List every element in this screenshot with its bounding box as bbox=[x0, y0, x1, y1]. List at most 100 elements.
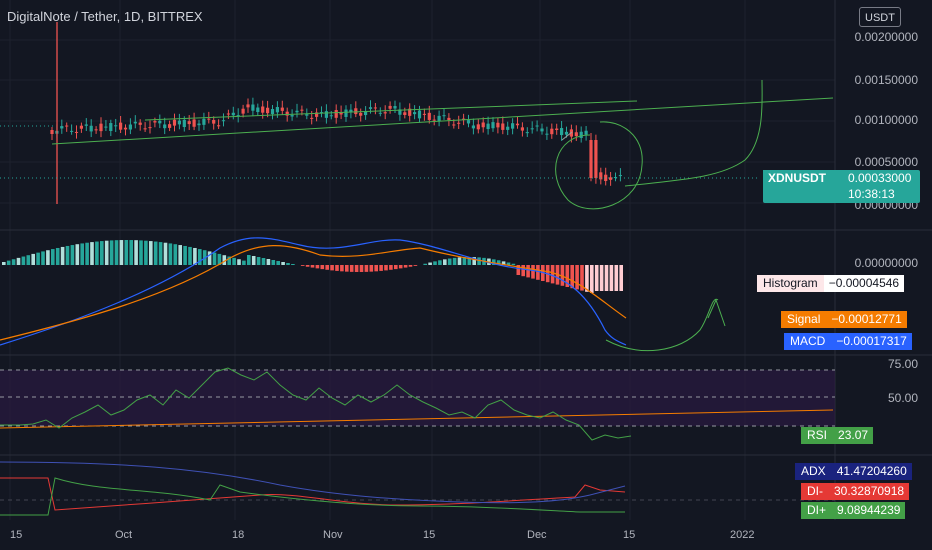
histogram-bar bbox=[599, 265, 604, 291]
histogram-bar bbox=[560, 265, 565, 286]
time-axis-label: 15 bbox=[423, 529, 436, 541]
candle-body bbox=[202, 118, 206, 125]
user-drawings bbox=[51, 79, 834, 352]
histogram-bar bbox=[594, 265, 599, 291]
histogram-bar bbox=[251, 256, 256, 265]
histogram-bar bbox=[46, 250, 50, 265]
price-axis-label: 0.00050000 bbox=[854, 155, 918, 169]
histogram-bar bbox=[51, 249, 55, 265]
adx-label: ADX 41.47204260 bbox=[795, 463, 912, 480]
time-axis-label: Oct bbox=[115, 529, 133, 541]
bar-countdown: 10:38:13 bbox=[848, 187, 895, 201]
last-price-tag: XDNUSDT 0.00033000 10:38:13 bbox=[763, 170, 920, 203]
candle-body bbox=[241, 108, 245, 114]
histogram-bar bbox=[129, 240, 133, 265]
time-axis-label: 15 bbox=[10, 529, 23, 541]
histogram-bar bbox=[364, 265, 369, 272]
candle-body bbox=[506, 126, 510, 130]
histogram-bar bbox=[266, 259, 271, 265]
currency-button[interactable]: USDT bbox=[859, 7, 901, 27]
dmi-indicator bbox=[0, 461, 835, 516]
histogram-bar bbox=[511, 263, 516, 265]
di-minus-label: DI- 30.32870918 bbox=[801, 483, 910, 500]
candle-body bbox=[564, 131, 569, 135]
histogram-bar bbox=[149, 241, 153, 265]
candle-body bbox=[231, 112, 235, 116]
candle-body bbox=[187, 121, 191, 125]
candle-body bbox=[148, 127, 152, 129]
histogram-bar bbox=[467, 257, 472, 265]
histogram-bar bbox=[90, 242, 94, 265]
rsi-axis-label: 75.00 bbox=[887, 357, 918, 371]
histogram-bar bbox=[41, 251, 45, 265]
candle-body bbox=[427, 112, 431, 120]
candle-body bbox=[79, 125, 83, 129]
candle-body bbox=[99, 123, 103, 132]
histogram-bar bbox=[413, 265, 418, 266]
histogram-bar bbox=[139, 240, 143, 265]
histogram-bar bbox=[614, 265, 619, 291]
histogram-bar bbox=[310, 265, 315, 268]
symbol-label: XDNUSDT bbox=[763, 170, 832, 187]
candle-body bbox=[65, 125, 69, 127]
histogram-bar bbox=[443, 259, 447, 265]
candle-body bbox=[579, 131, 583, 138]
histogram-bar bbox=[379, 265, 383, 271]
candle-body bbox=[354, 108, 358, 115]
histogram-bar bbox=[163, 242, 168, 265]
histogram-bar bbox=[21, 256, 26, 265]
candle-body bbox=[192, 119, 196, 127]
histogram-bar bbox=[457, 257, 462, 265]
candle-body bbox=[319, 112, 324, 114]
candle-body bbox=[530, 128, 534, 130]
candle-body bbox=[172, 119, 177, 126]
rsi-line bbox=[0, 367, 632, 441]
candle-body bbox=[408, 108, 412, 116]
candle-body bbox=[285, 111, 289, 116]
candle-body bbox=[133, 121, 137, 124]
candle-body bbox=[613, 177, 618, 179]
candle-body bbox=[466, 120, 471, 124]
candle-body bbox=[368, 107, 373, 109]
time-axis-label: 18 bbox=[232, 529, 245, 541]
candle-body bbox=[359, 112, 363, 116]
candle-body bbox=[109, 123, 113, 131]
histogram-bar bbox=[359, 265, 364, 272]
candle-body bbox=[270, 109, 275, 115]
histogram-bar bbox=[16, 257, 21, 265]
candle-body bbox=[398, 109, 402, 115]
histogram-bar bbox=[619, 265, 623, 291]
histogram-bar bbox=[178, 245, 182, 265]
candle-body bbox=[594, 140, 598, 178]
candle-body bbox=[393, 106, 397, 109]
candle-body bbox=[143, 128, 147, 130]
candle-body bbox=[344, 109, 348, 117]
histogram-bar bbox=[462, 257, 467, 265]
histogram-bar bbox=[104, 240, 109, 265]
candle-body bbox=[481, 122, 485, 128]
histogram-bar bbox=[36, 252, 40, 265]
histogram-bar bbox=[109, 240, 114, 265]
histogram-bar bbox=[521, 265, 525, 277]
macd-arrow-drawing bbox=[605, 298, 726, 352]
histogram-bar bbox=[173, 244, 178, 265]
histogram-bar bbox=[506, 262, 511, 265]
candle-body bbox=[511, 123, 515, 129]
candle-body bbox=[618, 175, 622, 177]
di-plus-line bbox=[0, 477, 625, 516]
rsi-indicator bbox=[0, 367, 835, 441]
histogram-bar bbox=[403, 265, 408, 268]
histogram-bar bbox=[207, 251, 212, 265]
macd-axis-zero: 0.00000000 bbox=[854, 256, 918, 270]
candle-body bbox=[310, 117, 314, 119]
candle-body bbox=[491, 122, 495, 129]
histogram-bar bbox=[271, 260, 276, 265]
candle-body bbox=[305, 114, 309, 116]
histogram-bar bbox=[80, 243, 84, 265]
histogram-bar bbox=[247, 255, 251, 265]
signal-label: Signal −0.00012771 bbox=[781, 311, 907, 328]
histogram-bar bbox=[85, 242, 89, 265]
candle-body bbox=[275, 107, 279, 113]
histogram-bar bbox=[256, 257, 261, 265]
